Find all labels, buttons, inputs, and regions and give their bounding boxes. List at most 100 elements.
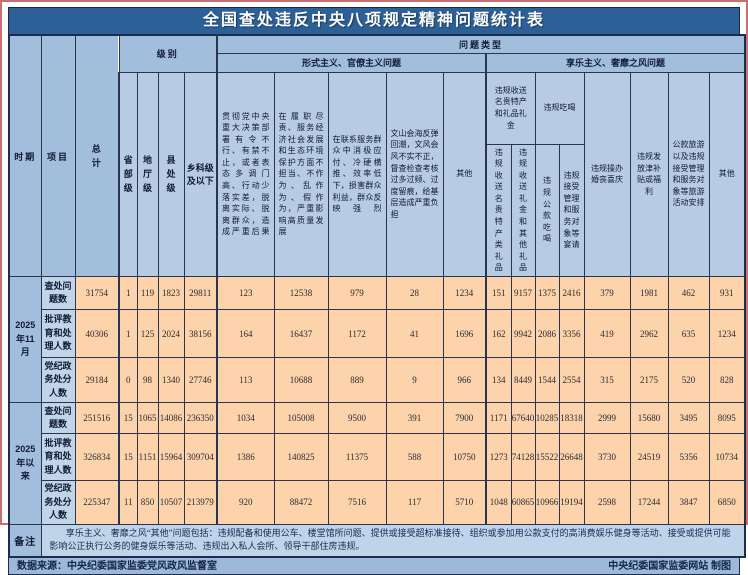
- value-cell: 462: [668, 277, 709, 310]
- value-cell: 125: [137, 310, 158, 358]
- value-cell: 850: [137, 481, 158, 525]
- total-label: 总计: [92, 142, 102, 171]
- statistics-table: 时期 项目 总计 级别 问题类型 形式主义、官僚主义问题 享乐主义、奢靡之风问题…: [8, 34, 746, 558]
- data-source-text: 数据来源：中央纪委国家监委党风政风监督室: [17, 558, 217, 574]
- value-cell: 2598: [584, 481, 630, 525]
- value-cell: 98: [137, 358, 158, 403]
- value-cell: 419: [584, 310, 630, 358]
- value-cell: 251516: [75, 403, 119, 434]
- value-cell: 41: [386, 310, 443, 358]
- value-cell: 162: [486, 310, 511, 358]
- value-cell: 40306: [75, 310, 119, 358]
- value-cell: 1065: [137, 403, 158, 434]
- value-cell: 134: [486, 358, 511, 403]
- value-cell: 889: [328, 358, 386, 403]
- value-cell: 1151: [137, 434, 158, 481]
- value-cell: 15: [119, 434, 137, 481]
- col-header-specialty-gifts: 违规收送名贵特产类礼品: [486, 144, 511, 277]
- value-cell: 966: [443, 358, 486, 403]
- group-header-level: 级别: [119, 35, 217, 72]
- group-header-hedonism: 享乐主义、奢靡之风问题: [486, 53, 745, 72]
- col-header-gifts-group: 违规收送名贵特产和礼品礼金: [486, 72, 535, 144]
- value-cell: 5710: [443, 481, 486, 525]
- value-cell: 635: [668, 310, 709, 358]
- period-cell: 2025年以来: [9, 403, 41, 525]
- value-cell: 31754: [75, 277, 119, 310]
- value-cell: 10750: [443, 434, 486, 481]
- value-cell: 588: [386, 434, 443, 481]
- value-cell: 12538: [274, 277, 328, 310]
- value-cell: 38156: [184, 310, 217, 358]
- row-label: 查处问题数: [41, 403, 75, 434]
- value-cell: 1273: [486, 434, 511, 481]
- group-header-formalism: 形式主义、官僚主义问题: [217, 53, 486, 72]
- value-cell: 5356: [668, 434, 709, 481]
- value-cell: 11: [119, 481, 137, 525]
- value-cell: 2175: [630, 358, 668, 403]
- value-cell: 2416: [559, 277, 584, 310]
- value-cell: 1172: [328, 310, 386, 358]
- note-text: 享乐主义、奢靡之风“其他”问题包括：违规配备和使用公车、楼堂馆所问题、提供或接受…: [41, 524, 745, 557]
- value-cell: 1981: [630, 277, 668, 310]
- value-cell: 326834: [75, 434, 119, 481]
- value-cell: 8095: [709, 403, 745, 434]
- col-header-public-funds-dining: 违规公款吃喝: [535, 144, 559, 277]
- page-title: 全国查处违反中央八项规定精神问题统计表: [8, 7, 740, 34]
- col-header-banquets-from-clients: 违规接受管理和服务对象等宴请: [559, 144, 584, 277]
- value-cell: 3847: [668, 481, 709, 525]
- value-cell: 9500: [328, 403, 386, 434]
- value-cell: 1: [119, 310, 137, 358]
- value-cell: 28: [386, 277, 443, 310]
- col-header-formalism-1: 贯彻党中央重大决策部署有令不行、有禁不止，或者表态多调门高、行动少落实差，脱离实…: [217, 72, 274, 277]
- value-cell: 113: [217, 358, 274, 403]
- col-header-total: 总计: [75, 35, 119, 277]
- value-cell: 15: [119, 403, 137, 434]
- value-cell: 1386: [217, 434, 274, 481]
- infographic-page: 全国查处违反中央八项规定精神问题统计表 时期 项目 总计 级别 问题类型 形式主…: [0, 0, 748, 525]
- col-header-formalism-4: 文山会海反弹回潮，文风会风不实不正，督查检查考核过多过频、过度留痕，给基层造成严…: [386, 72, 443, 277]
- value-cell: 7900: [443, 403, 486, 434]
- col-header-formalism-2: 在履职尽责、服务经济社会发展和生态环境保护方面不担当、不作为、乱作为、假作为，严…: [274, 72, 328, 277]
- value-cell: 3730: [584, 434, 630, 481]
- row-label: 查处问题数: [41, 277, 75, 310]
- group-header-problem-type: 问题类型: [217, 35, 745, 53]
- value-cell: 9942: [511, 310, 535, 358]
- value-cell: 123: [217, 277, 274, 310]
- value-cell: 2962: [630, 310, 668, 358]
- value-cell: 1375: [535, 277, 559, 310]
- value-cell: 1: [119, 277, 137, 310]
- value-cell: 1048: [486, 481, 511, 525]
- value-cell: 2554: [559, 358, 584, 403]
- value-cell: 19194: [559, 481, 584, 525]
- col-header-formalism-other: 其他: [443, 72, 486, 277]
- note-label: 备注: [9, 524, 41, 557]
- col-header-weddings-funerals: 违规操办婚丧喜庆: [584, 72, 630, 277]
- value-cell: 1234: [443, 277, 486, 310]
- note-row: 备注 享乐主义、奢靡之风“其他”问题包括：违规配备和使用公车、楼堂馆所问题、提供…: [9, 524, 745, 557]
- value-cell: 931: [709, 277, 745, 310]
- value-cell: 979: [328, 277, 386, 310]
- footer-bar: 数据来源：中央纪委国家监委党风政风监督室 中央纪委国家监委网站 制图: [8, 558, 740, 575]
- value-cell: 10688: [274, 358, 328, 403]
- value-cell: 119: [137, 277, 158, 310]
- value-cell: 3356: [559, 310, 584, 358]
- row-label: 党纪政务处分人数: [41, 358, 75, 403]
- value-cell: 10966: [535, 481, 559, 525]
- value-cell: 1340: [158, 358, 184, 403]
- value-cell: 520: [668, 358, 709, 403]
- row-label: 批评教育和处理人数: [41, 310, 75, 358]
- value-cell: 828: [709, 358, 745, 403]
- value-cell: 9157: [511, 277, 535, 310]
- value-cell: 24519: [630, 434, 668, 481]
- value-cell: 164: [217, 310, 274, 358]
- col-header-hedonism-other: 其他: [709, 72, 745, 277]
- value-cell: 88472: [274, 481, 328, 525]
- value-cell: 14086: [158, 403, 184, 434]
- value-cell: 18318: [559, 403, 584, 434]
- value-cell: 10507: [158, 481, 184, 525]
